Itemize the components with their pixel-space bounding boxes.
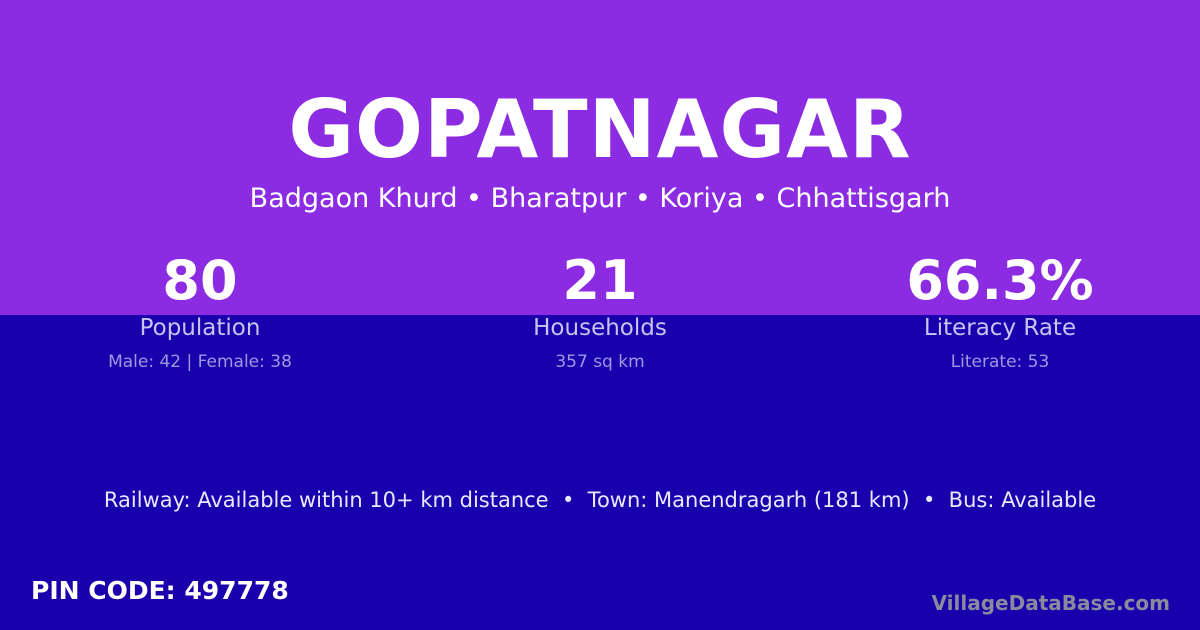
stat-value: 80 <box>162 249 238 312</box>
connectivity-info: Railway: Available within 10+ km distanc… <box>103 488 1097 512</box>
stat-value: 66.3% <box>906 249 1094 312</box>
stat-detail: 357 sq km <box>555 352 645 372</box>
stat-population: 80 Population Male: 42 | Female: 38 <box>0 250 400 374</box>
stat-label: Households <box>533 315 667 341</box>
village-title: GOPATNAGAR <box>288 83 912 176</box>
stat-detail: Male: 42 | Female: 38 <box>108 352 292 372</box>
stat-detail: Literate: 53 <box>950 352 1050 372</box>
stat-households: 21 Households 357 sq km <box>400 250 800 374</box>
stat-label: Literacy Rate <box>923 315 1077 341</box>
stat-literacy: 66.3% Literacy Rate Literate: 53 <box>800 250 1200 374</box>
brand-logo: VillageDataBase.com <box>931 591 1170 615</box>
stat-label: Population <box>139 315 261 341</box>
header-band <box>0 0 1200 315</box>
stat-value: 21 <box>562 249 638 312</box>
location-breadcrumb: Badgaon Khurd • Bharatpur • Koriya • Chh… <box>249 183 951 214</box>
pin-code: PIN CODE: 497778 <box>31 576 289 605</box>
